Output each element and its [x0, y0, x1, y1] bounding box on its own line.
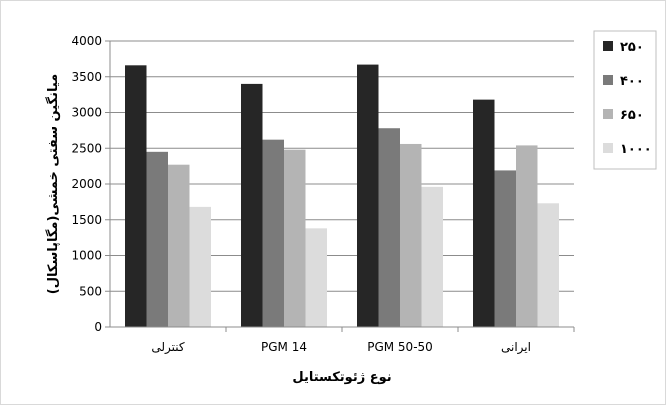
y-tick-label: 1000 [71, 249, 102, 263]
y-tick-label: 500 [79, 284, 102, 298]
legend-swatch [603, 109, 613, 119]
y-tick-label: 3500 [71, 70, 102, 84]
y-tick-label: 0 [94, 320, 102, 334]
bar [305, 228, 327, 327]
y-tick-label: 2000 [71, 177, 102, 191]
bar [421, 186, 443, 327]
bar [537, 203, 559, 327]
axes [105, 40, 575, 332]
bar [516, 145, 538, 327]
x-tick-label: کنترلی [151, 340, 185, 355]
y-tick-label: 2500 [71, 141, 102, 155]
bar [189, 206, 211, 327]
bar [168, 164, 190, 327]
y-axis-label: میانگین سفتی خمشی(مگاپاسکال) [45, 74, 61, 294]
y-tick-label: 3000 [71, 106, 102, 120]
legend-swatch [603, 41, 613, 51]
legend-swatch [603, 143, 613, 153]
bar [146, 151, 168, 327]
bar [473, 99, 495, 327]
bar [262, 139, 284, 327]
x-tick-label: 50-50 PGM [367, 340, 433, 354]
y-tick-label: 1500 [71, 213, 102, 227]
bars [125, 64, 559, 328]
legend-label: ۶۵۰ [620, 108, 644, 123]
bar [494, 170, 516, 327]
x-axis-label: نوع ژئوتکستایل [292, 370, 391, 385]
legend-swatch [603, 75, 613, 85]
y-tick-label: 4000 [71, 34, 102, 48]
bar [284, 149, 306, 327]
x-tick-labels: کنترلی 14 PGM 50-50 PGM ایرانی [151, 340, 531, 355]
legend-label: ۱۰۰۰ [620, 142, 652, 157]
bar [378, 128, 400, 327]
legend-label: ۴۰۰ [620, 74, 644, 89]
bar [357, 64, 379, 327]
y-tick-labels: 0 500 1000 1500 2000 2500 3000 3500 4000 [71, 34, 102, 334]
legend: ۲۵۰ ۴۰۰ ۶۵۰ ۱۰۰۰ [593, 30, 657, 170]
bar [125, 65, 147, 327]
x-tick-label: ایرانی [501, 340, 531, 355]
x-tick-label: 14 PGM [261, 340, 307, 354]
bar [241, 83, 263, 328]
legend-label: ۲۵۰ [620, 40, 644, 55]
bar [400, 143, 422, 327]
